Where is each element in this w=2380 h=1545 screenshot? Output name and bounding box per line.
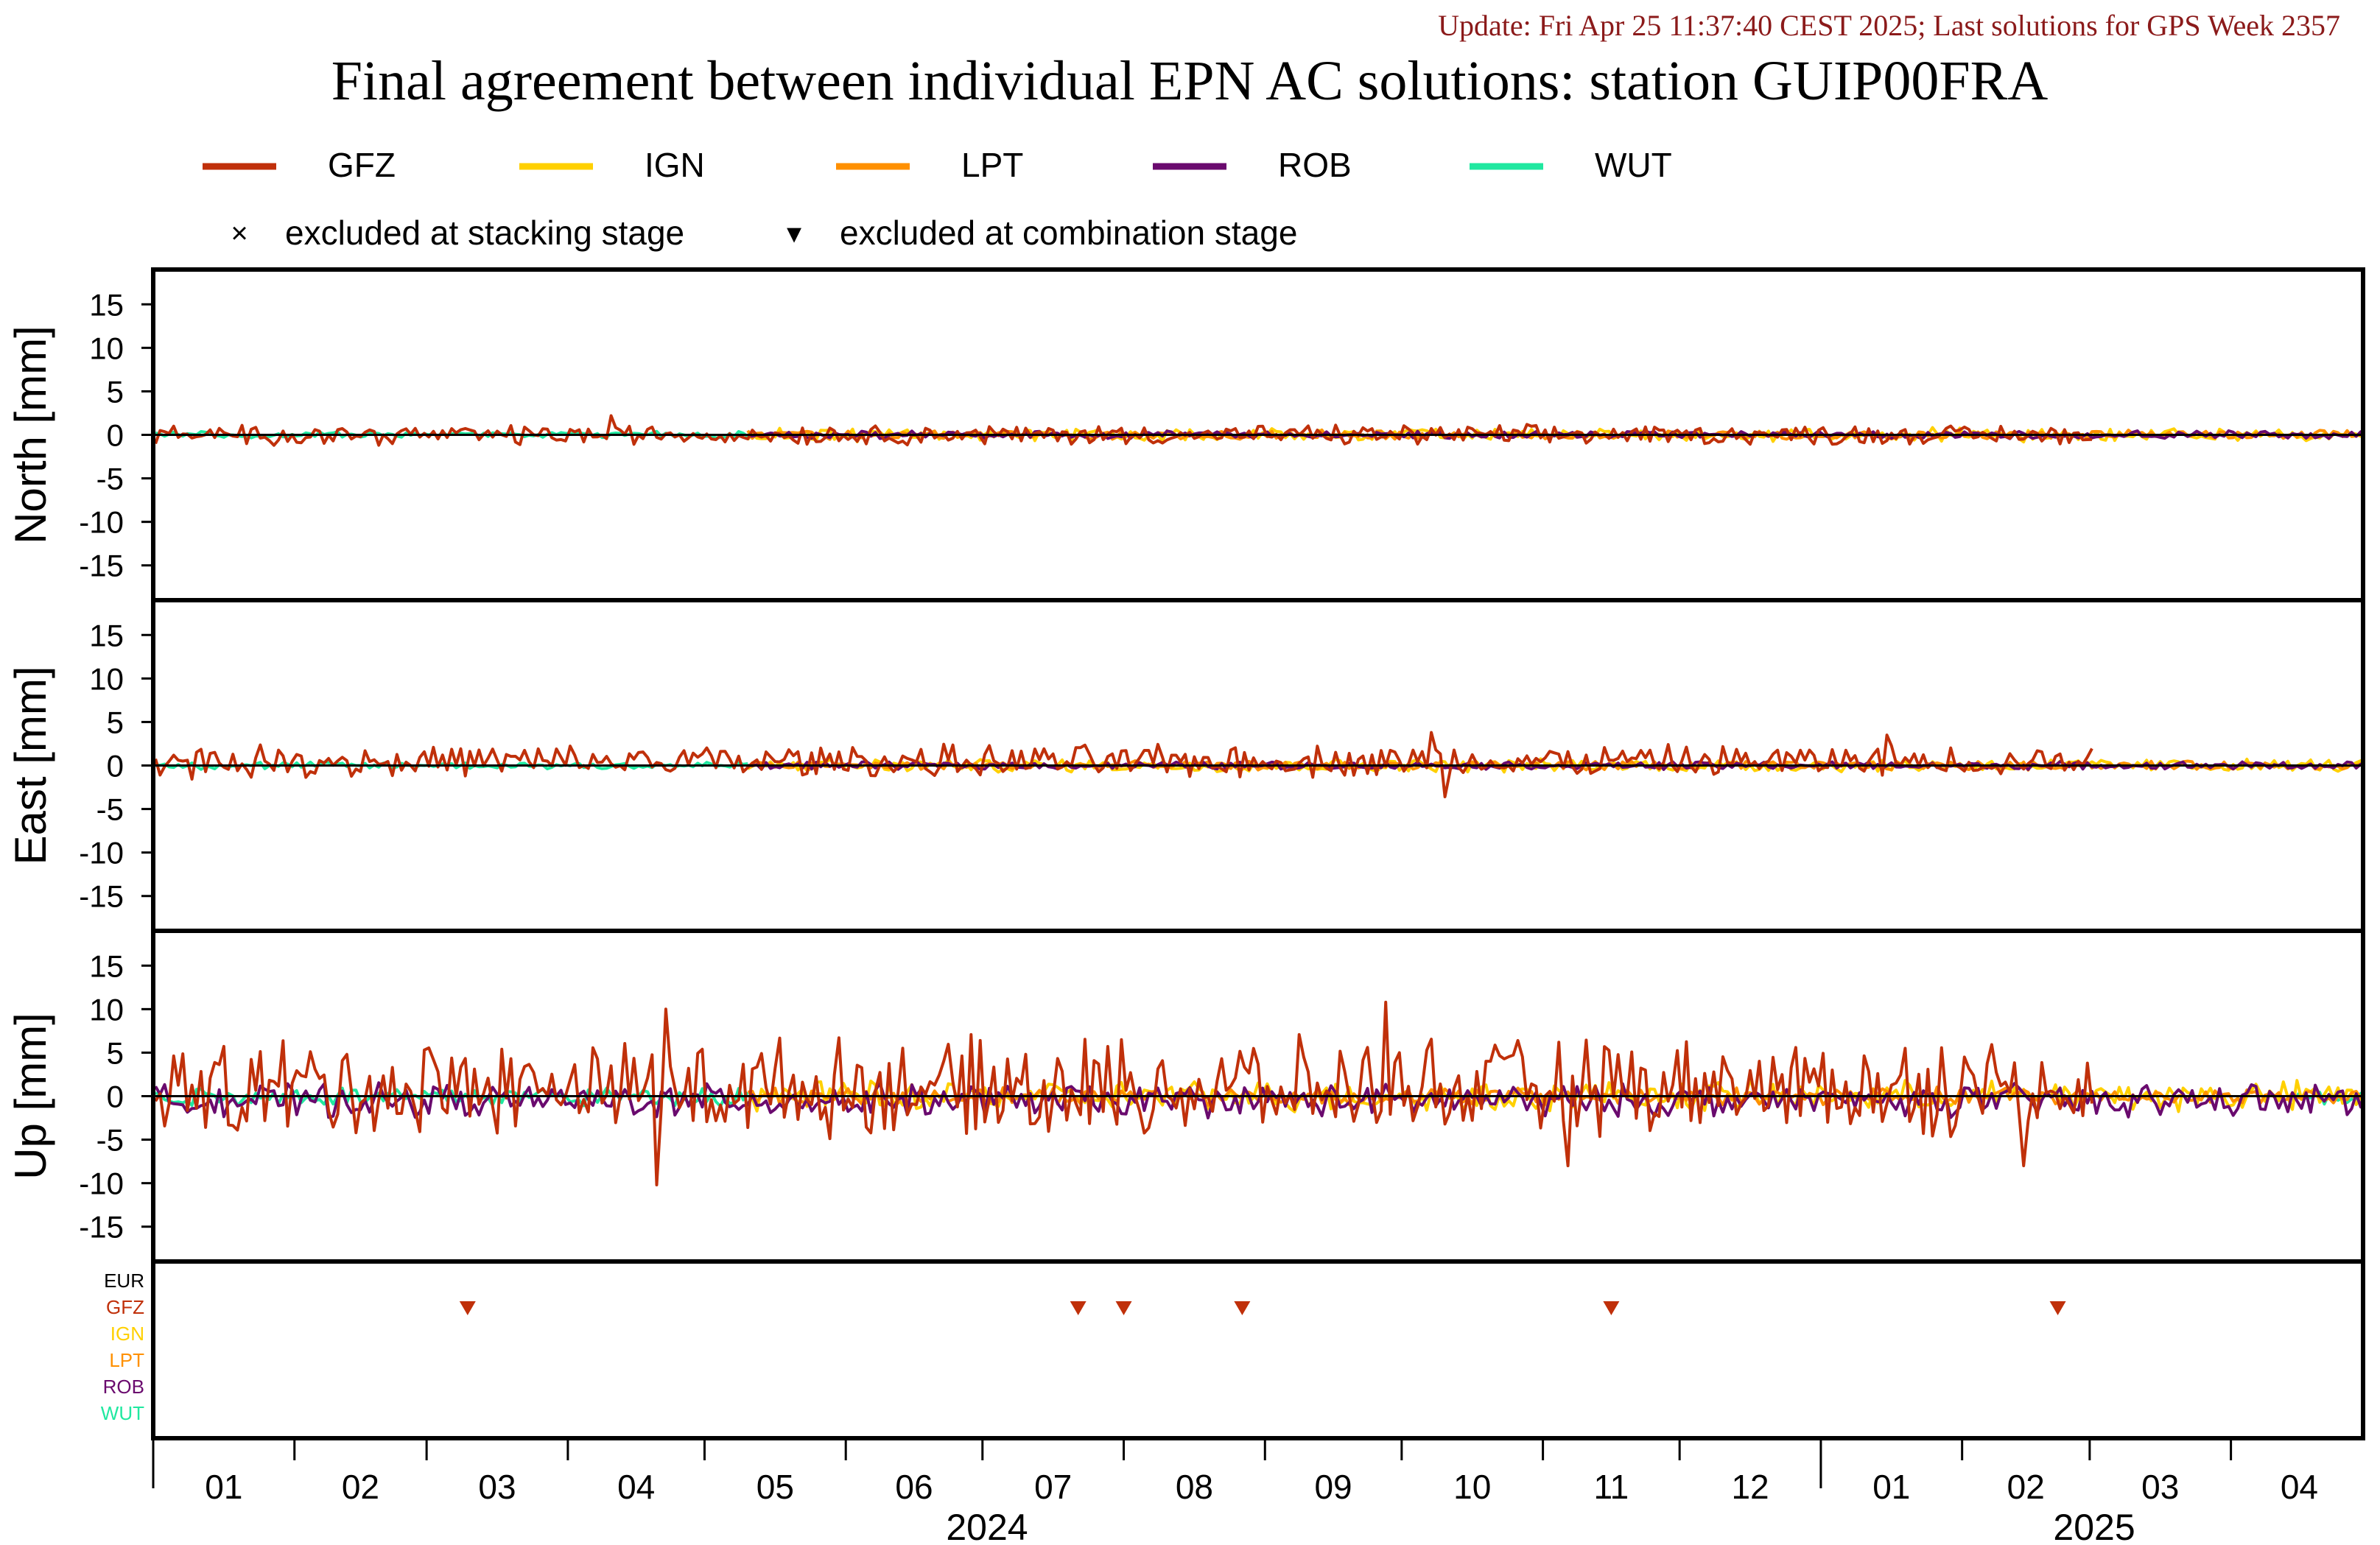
panel-exclusions: EUR GFZ IGN LPT ROB WUT bbox=[101, 1259, 2365, 1440]
exclusion-marker bbox=[2049, 1301, 2066, 1315]
month-tick-label: 04 bbox=[2281, 1468, 2318, 1506]
cross-marker-icon: × bbox=[231, 217, 248, 250]
y-tick-label: 5 bbox=[107, 374, 124, 409]
y-tick-label: 10 bbox=[89, 331, 124, 365]
month-tick-label: 02 bbox=[2007, 1468, 2045, 1506]
time-axis: 01 02 03 04 05 06 07 08 09 10 11 12 01 02 03 04 2024 2025 bbox=[152, 1438, 2318, 1545]
chart-title: Final agreement between individual EPN A… bbox=[331, 50, 2049, 112]
legend: GFZ IGN LPT ROB WUT × excluded at stacking sta… bbox=[203, 146, 1672, 252]
month-tick-label: 08 bbox=[1176, 1468, 1213, 1506]
year-label: 2024 bbox=[946, 1507, 1028, 1545]
exclusion-row-label: GFZ bbox=[106, 1296, 144, 1318]
y-tick-label: 15 bbox=[89, 618, 124, 652]
legend-label: ROB bbox=[1278, 146, 1352, 184]
legend-label: GFZ bbox=[328, 146, 396, 184]
legend-item-wut: WUT bbox=[1470, 146, 1672, 184]
y-tick-label: 10 bbox=[89, 992, 124, 1027]
month-tick-label: 04 bbox=[617, 1468, 655, 1506]
plot-panels: 15 10 5 0 -5 -10 -15 North [mm] 15 10 5 0 -5 -10 -15 Ea… bbox=[6, 267, 2365, 1440]
legend-item-rob: ROB bbox=[1153, 146, 1352, 184]
legend-label: IGN bbox=[645, 146, 705, 184]
update-text: Update: Fri Apr 25 11:37:40 CEST 2025; L… bbox=[1438, 9, 2340, 42]
series-group bbox=[154, 731, 2363, 798]
exclusion-row-label: WUT bbox=[101, 1402, 144, 1424]
month-tick-label: 07 bbox=[1034, 1468, 1072, 1506]
exclusion-row-label: LPT bbox=[109, 1349, 144, 1371]
y-tick-label: 15 bbox=[89, 949, 124, 983]
y-tick-label: -15 bbox=[79, 1210, 124, 1245]
y-tick-label: -15 bbox=[79, 879, 124, 914]
y-tick-label: -5 bbox=[96, 462, 124, 496]
legend-item-ign: IGN bbox=[519, 146, 705, 184]
exclusion-row-label: ROB bbox=[103, 1376, 144, 1398]
legend-item-lpt: LPT bbox=[836, 146, 1023, 184]
y-tick-label: 15 bbox=[89, 287, 124, 322]
exclusion-marker bbox=[1234, 1301, 1251, 1315]
month-tick-label: 12 bbox=[1731, 1468, 1769, 1506]
exclusion-marker bbox=[1070, 1301, 1087, 1315]
y-axis-label: North [mm] bbox=[6, 325, 55, 544]
y-tick-label: -15 bbox=[79, 549, 124, 583]
exclusion-marker bbox=[459, 1301, 476, 1315]
exclusion-marker bbox=[1115, 1301, 1132, 1315]
legend-label: LPT bbox=[961, 146, 1023, 184]
exclusion-row-label: EUR bbox=[104, 1270, 144, 1292]
series-line-gfz bbox=[154, 1000, 2093, 1186]
month-tick-label: 11 bbox=[1593, 1468, 1629, 1506]
exclusion-row-label: IGN bbox=[110, 1323, 144, 1345]
panel-east: 15 10 5 0 -5 -10 -15 East [mm] bbox=[6, 598, 2365, 933]
month-tick-label: 02 bbox=[342, 1468, 379, 1506]
month-tick-label: 03 bbox=[2141, 1468, 2179, 1506]
series-line-gfz bbox=[154, 414, 2093, 447]
legend-item-gfz: GFZ bbox=[203, 146, 396, 184]
exclusion-marker bbox=[1603, 1301, 1620, 1315]
year-label: 2025 bbox=[2053, 1507, 2135, 1545]
y-tick-label: 5 bbox=[107, 1035, 124, 1070]
y-tick-label: -5 bbox=[96, 1123, 124, 1158]
y-tick-label: -10 bbox=[79, 1166, 124, 1201]
month-tick-label: 01 bbox=[1872, 1468, 1910, 1506]
series-group bbox=[154, 414, 2363, 447]
y-axis-label: East [mm] bbox=[6, 666, 55, 865]
y-axis-label: Up [mm] bbox=[6, 1013, 55, 1180]
month-tick-label: 10 bbox=[1453, 1468, 1491, 1506]
y-tick-label: 0 bbox=[107, 749, 124, 784]
month-tick-label: 09 bbox=[1314, 1468, 1352, 1506]
y-tick-label: 0 bbox=[107, 1080, 124, 1114]
panel-north: 15 10 5 0 -5 -10 -15 North [mm] bbox=[6, 267, 2365, 602]
triangle-marker-icon: ▾ bbox=[787, 217, 801, 250]
panel-frame bbox=[151, 1259, 2365, 1440]
legend-marker-combination: ▾ excluded at combination stage bbox=[787, 214, 1297, 252]
legend-marker-label: excluded at stacking stage bbox=[285, 214, 684, 252]
series-group bbox=[154, 1000, 2363, 1186]
y-tick-label: -5 bbox=[96, 792, 124, 827]
y-tick-label: -10 bbox=[79, 505, 124, 540]
legend-marker-label: excluded at combination stage bbox=[840, 214, 1297, 252]
month-tick-label: 05 bbox=[757, 1468, 794, 1506]
month-tick-label: 06 bbox=[895, 1468, 933, 1506]
y-tick-label: 10 bbox=[89, 661, 124, 696]
month-tick-label: 03 bbox=[478, 1468, 516, 1506]
panel-up: 15 10 5 0 -5 -10 -15 Up [mm] bbox=[6, 929, 2365, 1264]
y-tick-label: 0 bbox=[107, 418, 124, 453]
y-tick-label: 5 bbox=[107, 705, 124, 739]
month-tick-label: 01 bbox=[205, 1468, 242, 1506]
legend-label: WUT bbox=[1595, 146, 1672, 184]
y-tick-label: -10 bbox=[79, 836, 124, 870]
legend-marker-stacking: × excluded at stacking stage bbox=[231, 214, 684, 252]
series-line-gfz bbox=[154, 731, 2093, 798]
